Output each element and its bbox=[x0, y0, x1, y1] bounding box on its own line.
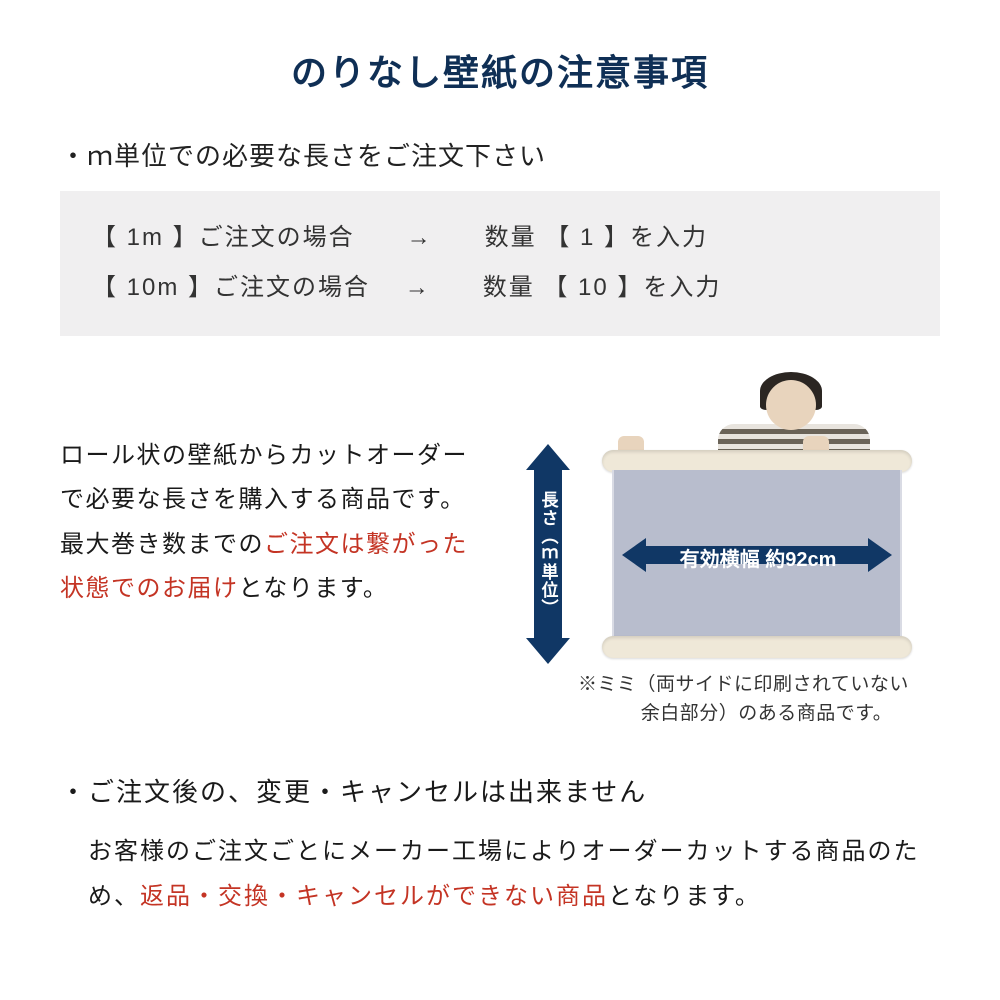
order-example-row-2: 【 10m 】ご注文の場合 → 数量 【 10 】を入力 bbox=[92, 263, 908, 313]
mimi-note-line-2: 余白部分）のある商品です。 bbox=[578, 699, 950, 728]
bullet-no-cancel: ・ご注文後の、変更・キャンセルは出来ません bbox=[60, 772, 940, 809]
wallpaper-diagram: 長さ（ｍ単位） 有効横幅 約92cm ※ミミ（両サイドに印刷されていない 余白部… bbox=[498, 372, 940, 692]
order-example-box: 【 1m 】ご注文の場合 → 数量 【 1 】を入力 【 10m 】ご注文の場合… bbox=[60, 191, 940, 336]
order-example-row-1: 【 1m 】ご注文の場合 → 数量 【 1 】を入力 bbox=[92, 213, 908, 263]
no-cancel-part-2: となります。 bbox=[608, 883, 761, 910]
no-cancel-highlight: 返品・交換・キャンセルができない商品 bbox=[140, 883, 608, 910]
no-cancel-body: お客様のご注文ごとにメーカー工場によりオーダーカットする商品のため、返品・交換・… bbox=[60, 829, 940, 920]
width-arrow-label: 有効横幅 約92cm bbox=[638, 543, 878, 572]
description-section: ロール状の壁紙からカットオーダーで必要な長さを購入する商品です。最大巻き数までの… bbox=[60, 372, 940, 692]
length-arrow-icon: 長さ（ｍ単位） bbox=[526, 444, 570, 664]
desc-part-2: となります。 bbox=[239, 575, 389, 602]
bullet-order-length: ・ｍ単位での必要な長さをご注文下さい bbox=[60, 136, 940, 173]
mimi-note: ※ミミ（両サイドに印刷されていない 余白部分）のある商品です。 bbox=[578, 670, 950, 729]
page-title: のりなし壁紙の注意事項 bbox=[60, 44, 940, 96]
mimi-note-line-1: ※ミミ（両サイドに印刷されていない bbox=[578, 674, 909, 695]
roll-bottom bbox=[602, 636, 912, 658]
length-arrow-label: 長さ（ｍ単位） bbox=[536, 491, 561, 617]
description-text: ロール状の壁紙からカットオーダーで必要な長さを購入する商品です。最大巻き数までの… bbox=[60, 434, 490, 612]
roll-top bbox=[602, 450, 912, 472]
